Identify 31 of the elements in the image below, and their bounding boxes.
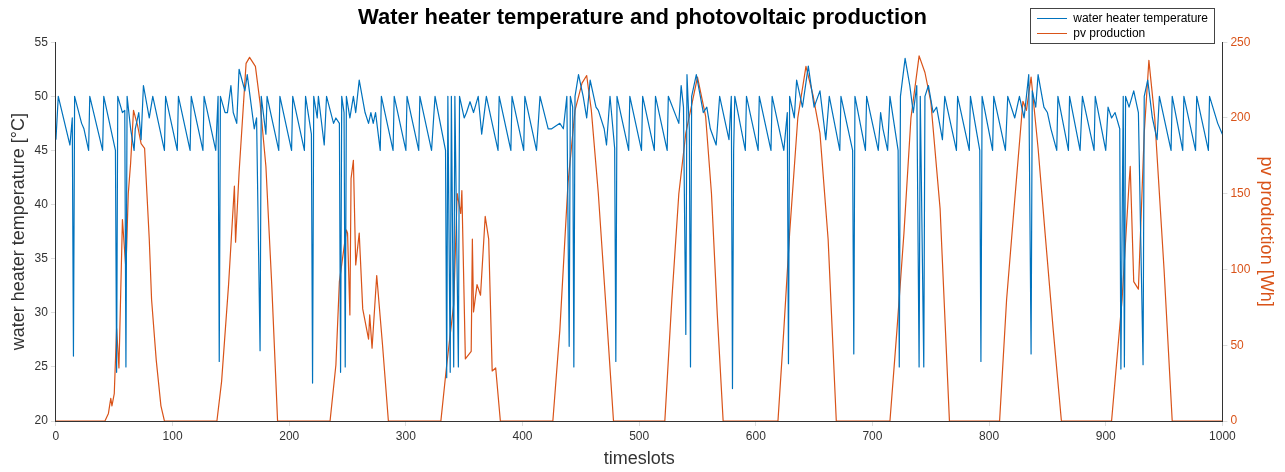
y-tick-label: 25 bbox=[34, 359, 49, 374]
x-tick-label: 600 bbox=[745, 428, 767, 443]
y-tick-label: 45 bbox=[34, 142, 49, 157]
y2-tick-label: 250 bbox=[1230, 34, 1251, 49]
y2-tick-label: 0 bbox=[1230, 413, 1238, 428]
y-tick-label: 20 bbox=[34, 413, 49, 428]
x-tick-label: 100 bbox=[162, 428, 183, 443]
y-tick-label: 50 bbox=[34, 88, 49, 103]
x-tick-label: 400 bbox=[512, 428, 533, 443]
x-axis-title: timeslots bbox=[603, 448, 675, 469]
y2-tick-label: 150 bbox=[1230, 186, 1251, 201]
y2-axis-title: pv production [Wh] bbox=[1257, 156, 1278, 307]
x-tick-label: 300 bbox=[395, 428, 417, 443]
legend-label: water heater temperature bbox=[1073, 11, 1208, 26]
y-tick-label: 30 bbox=[34, 305, 49, 320]
y2-tick-label: 50 bbox=[1230, 337, 1245, 352]
x-tick-label: 700 bbox=[862, 428, 883, 443]
y-tick-label: 40 bbox=[34, 196, 49, 211]
y2-tick-label: 200 bbox=[1230, 110, 1251, 125]
x-tick-label: 500 bbox=[629, 428, 650, 443]
chart-title: Water heater temperature and photovoltaic production bbox=[358, 4, 927, 29]
legend-label: pv production bbox=[1073, 26, 1146, 41]
x-tick-label: 200 bbox=[279, 428, 300, 443]
y-axis-title: water heater temperature [°C] bbox=[7, 112, 28, 352]
y-tick-label: 55 bbox=[34, 34, 49, 49]
y-tick-label: 35 bbox=[34, 250, 49, 265]
x-tick-label: 900 bbox=[1095, 428, 1117, 443]
x-tick-label: 1000 bbox=[1209, 428, 1237, 443]
x-tick-label: 0 bbox=[52, 428, 60, 443]
y2-tick-label: 100 bbox=[1230, 261, 1251, 276]
x-tick-label: 800 bbox=[979, 428, 1000, 443]
